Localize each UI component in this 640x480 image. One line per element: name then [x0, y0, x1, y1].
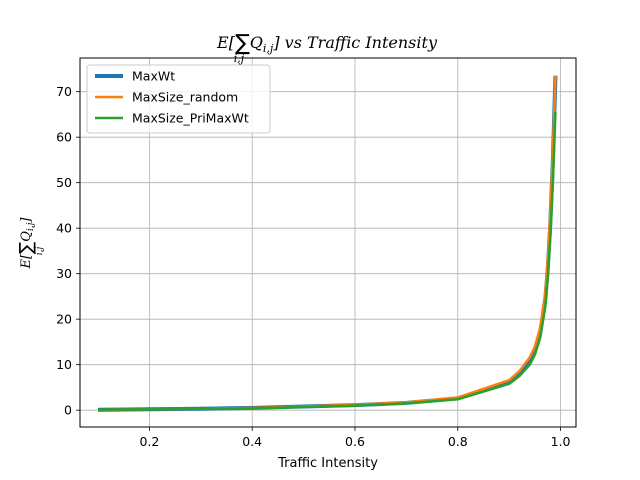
title-var: Q — [250, 33, 263, 52]
x-tick-label: 0.6 — [345, 434, 365, 449]
ylabel-suffix: ] — [19, 217, 34, 224]
title-sigma-sub: i,j — [234, 52, 245, 65]
legend-label: MaxSize_random — [132, 90, 238, 105]
series-line-maxsize-primaxwt — [97, 112, 557, 411]
y-tick-label: 60 — [56, 130, 72, 145]
chart-title: E[∑Qi,j] vs Traffic Intensity — [216, 31, 438, 56]
x-tick-label: 1.0 — [551, 434, 571, 449]
grid — [80, 58, 576, 427]
ylabel-sigma-sub: i,j — [35, 247, 45, 256]
legend: MaxWt MaxSize_random MaxSize_PriMaxWt — [86, 64, 271, 134]
legend-label: MaxWt — [132, 69, 175, 84]
ylabel-sigma: ∑ — [16, 242, 37, 254]
series-layer — [97, 75, 558, 412]
ylabel-var-sub: i,j — [26, 222, 36, 231]
ylabel-var: Q — [19, 231, 34, 242]
x-axis-label: Traffic Intensity — [277, 456, 378, 471]
axis-ticks: 0.2 0.4 0.6 0.8 1.0 0 10 20 30 40 50 60 70 — [56, 84, 570, 449]
y-tick-label: 30 — [56, 266, 72, 281]
x-tick-label: 0.8 — [448, 434, 468, 449]
y-tick-label: 0 — [64, 403, 72, 418]
x-tick-label: 0.2 — [139, 434, 159, 449]
legend-label: MaxSize_PriMaxWt — [132, 111, 249, 126]
svg-text:E[∑Qi,j]: E[∑Qi,j] — [16, 217, 37, 270]
y-tick-label: 40 — [56, 221, 72, 236]
title-suffix-bracket: ] vs Traffic Intensity — [272, 33, 438, 52]
y-axis-label: E[∑Qi,j] i,j — [16, 217, 45, 270]
title-prefix: E[ — [216, 33, 236, 52]
y-tick-label: 50 — [56, 175, 72, 190]
plot-frame — [79, 57, 577, 428]
x-tick-label: 0.4 — [242, 434, 262, 449]
y-tick-label: 10 — [56, 357, 72, 372]
legend-box — [86, 64, 271, 134]
title-var-sub: i,j — [263, 42, 274, 55]
ylabel-prefix: E[ — [19, 253, 34, 269]
title-sigma: ∑ — [235, 31, 250, 56]
y-tick-label: 70 — [56, 84, 72, 99]
y-tick-label: 20 — [56, 312, 72, 327]
